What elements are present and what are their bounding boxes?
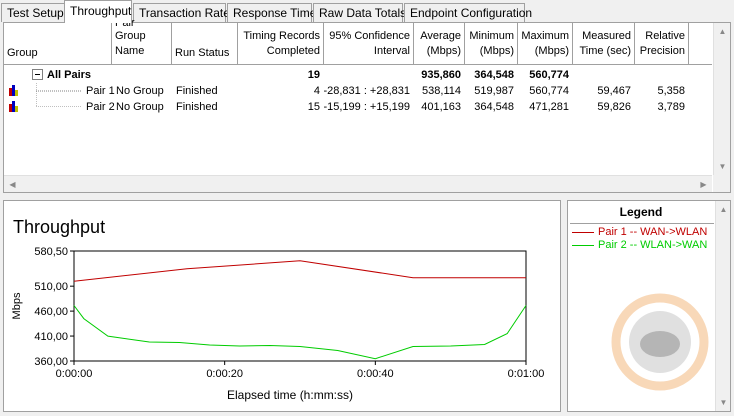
legend-title: Legend (619, 205, 663, 219)
timing-records: 15 (307, 101, 320, 113)
pair-name: Pair 2 (86, 101, 115, 113)
y-axis-label: Mbps (11, 292, 23, 319)
scrollbar-corner (713, 175, 730, 192)
y-tick-label: 410,00 (34, 331, 68, 343)
measured-time: 59,826 (597, 101, 631, 113)
table-row[interactable]: Pair 2 No Group Finished 15 -15,199 : +1… (4, 91, 712, 115)
header-relative-precision[interactable]: Relative Precision (635, 23, 689, 64)
relative-precision: 5,358 (657, 85, 685, 97)
scroll-down-icon[interactable]: ▼ (719, 398, 728, 407)
table-row[interactable]: Pair 1 No Group Finished 4 -28,831 : +28… (4, 83, 712, 99)
pair-chart-icon (9, 85, 19, 96)
y-tick-label: 460,00 (34, 306, 68, 318)
table-header: Group Pair Group Name Run Status Timing R… (4, 17, 712, 65)
x-tick-label: 0:00:40 (357, 368, 394, 380)
tab-transaction-rate[interactable]: Transaction Rate (133, 3, 230, 22)
relative-precision: 3,789 (657, 101, 685, 113)
scroll-down-icon[interactable]: ▼ (718, 162, 727, 171)
header-group[interactable]: Group (4, 23, 112, 64)
maximum-value: 471,281 (529, 101, 569, 113)
measured-time: 59,467 (597, 85, 631, 97)
series-line-pair-1 (73, 260, 526, 282)
watermark-logo (611, 293, 709, 391)
legend-label: Pair 1 -- WAN->WLAN (598, 226, 708, 238)
all-pairs-timing: 19 (307, 69, 320, 81)
run-status: Finished (176, 85, 218, 97)
all-pairs-average: 935,860 (421, 69, 461, 81)
legend-swatch (572, 245, 594, 246)
table-horizontal-scrollbar[interactable]: ◀ ▶ (4, 175, 712, 192)
minimum-value: 519,987 (474, 85, 514, 97)
average-value: 401,163 (421, 101, 461, 113)
y-tick-label: 510,00 (34, 281, 68, 293)
chart-plot: 580,50 510,00 460,00 410,00 360,000:00:00 0:0… (11, 246, 545, 402)
series-line-pair-2 (73, 305, 527, 360)
legend-panel: Legend Pair 1 -- WAN->WLAN Pair 2 -- WLA… (567, 200, 731, 412)
maximum-value: 560,774 (529, 85, 569, 97)
throughput-chart: Throughput 580,50 510,00 460,00 410,00 360,0… (3, 200, 561, 412)
average-value: 538,114 (422, 85, 461, 97)
plot-frame (73, 250, 527, 362)
header-timing-records[interactable]: Timing Records Completed (238, 23, 324, 64)
legend-divider (570, 223, 714, 224)
x-axis-label: Elapsed time (h:mm:ss) (227, 388, 353, 402)
all-pairs-maximum: 560,774 (529, 69, 569, 81)
legend-scrollbar[interactable]: ▲ ▼ (715, 201, 730, 411)
tab-bar: Test Setup Throughput Transaction Rate R… (0, 0, 734, 23)
run-status: Finished (176, 101, 218, 113)
table-vertical-scrollbar[interactable]: ▲ ▼ (713, 23, 730, 175)
collapse-icon[interactable] (32, 69, 43, 80)
pair-chart-icon (9, 101, 19, 112)
header-run-status[interactable]: Run Status (172, 23, 238, 64)
all-pairs-minimum: 364,548 (474, 69, 514, 81)
results-table: Group Pair Group Name Run Status Timing R… (3, 17, 731, 193)
scroll-up-icon[interactable]: ▲ (718, 27, 727, 36)
timing-records: 4 (313, 85, 320, 97)
chart-title: Throughput (13, 217, 106, 237)
header-measured-time[interactable]: Measured Time (sec) (573, 23, 635, 64)
tab-response-time[interactable]: Response Time (227, 3, 316, 22)
pair-group: No Group (116, 101, 164, 113)
tree-connector (36, 91, 82, 107)
y-tick-label: 360,00 (34, 356, 68, 368)
header-maximum[interactable]: Maximum (Mbps) (518, 23, 573, 64)
x-tick-label: 0:00:00 (56, 368, 93, 380)
header-average[interactable]: Average (Mbps) (414, 23, 465, 64)
table-row-all-pairs[interactable]: All Pairs 19 935,860 364,548 560,774 (4, 67, 712, 83)
minimum-value: 364,548 (474, 101, 514, 113)
scroll-up-icon[interactable]: ▲ (719, 205, 728, 214)
header-pair-group-name[interactable]: Pair Group Name (112, 17, 172, 64)
tab-throughput[interactable]: Throughput (64, 0, 132, 23)
scroll-left-icon[interactable]: ◀ (9, 180, 16, 189)
legend-label: Pair 2 -- WLAN->WAN (598, 239, 708, 251)
pair-group: No Group (116, 85, 164, 97)
x-tick-label: 0:01:00 (508, 368, 545, 380)
scroll-right-icon[interactable]: ▶ (700, 180, 707, 189)
x-tick-label: 0:00:20 (206, 368, 243, 380)
legend-swatch (572, 232, 594, 233)
tab-raw-data-totals[interactable]: Raw Data Totals (313, 3, 406, 22)
all-pairs-label: All Pairs (47, 69, 92, 81)
confidence-interval: -28,831 : +28,831 (323, 85, 410, 97)
header-confidence-interval[interactable]: 95% Confidence Interval (324, 23, 414, 64)
y-tick-label: 580,50 (34, 246, 68, 258)
tab-test-setup[interactable]: Test Setup (1, 3, 65, 22)
tree-connector (36, 83, 82, 92)
tab-endpoint-configuration[interactable]: Endpoint Configuration (404, 3, 532, 22)
pair-name: Pair 1 (86, 85, 115, 97)
header-minimum[interactable]: Minimum (Mbps) (465, 23, 518, 64)
confidence-interval: -15,199 : +15,199 (323, 101, 410, 113)
